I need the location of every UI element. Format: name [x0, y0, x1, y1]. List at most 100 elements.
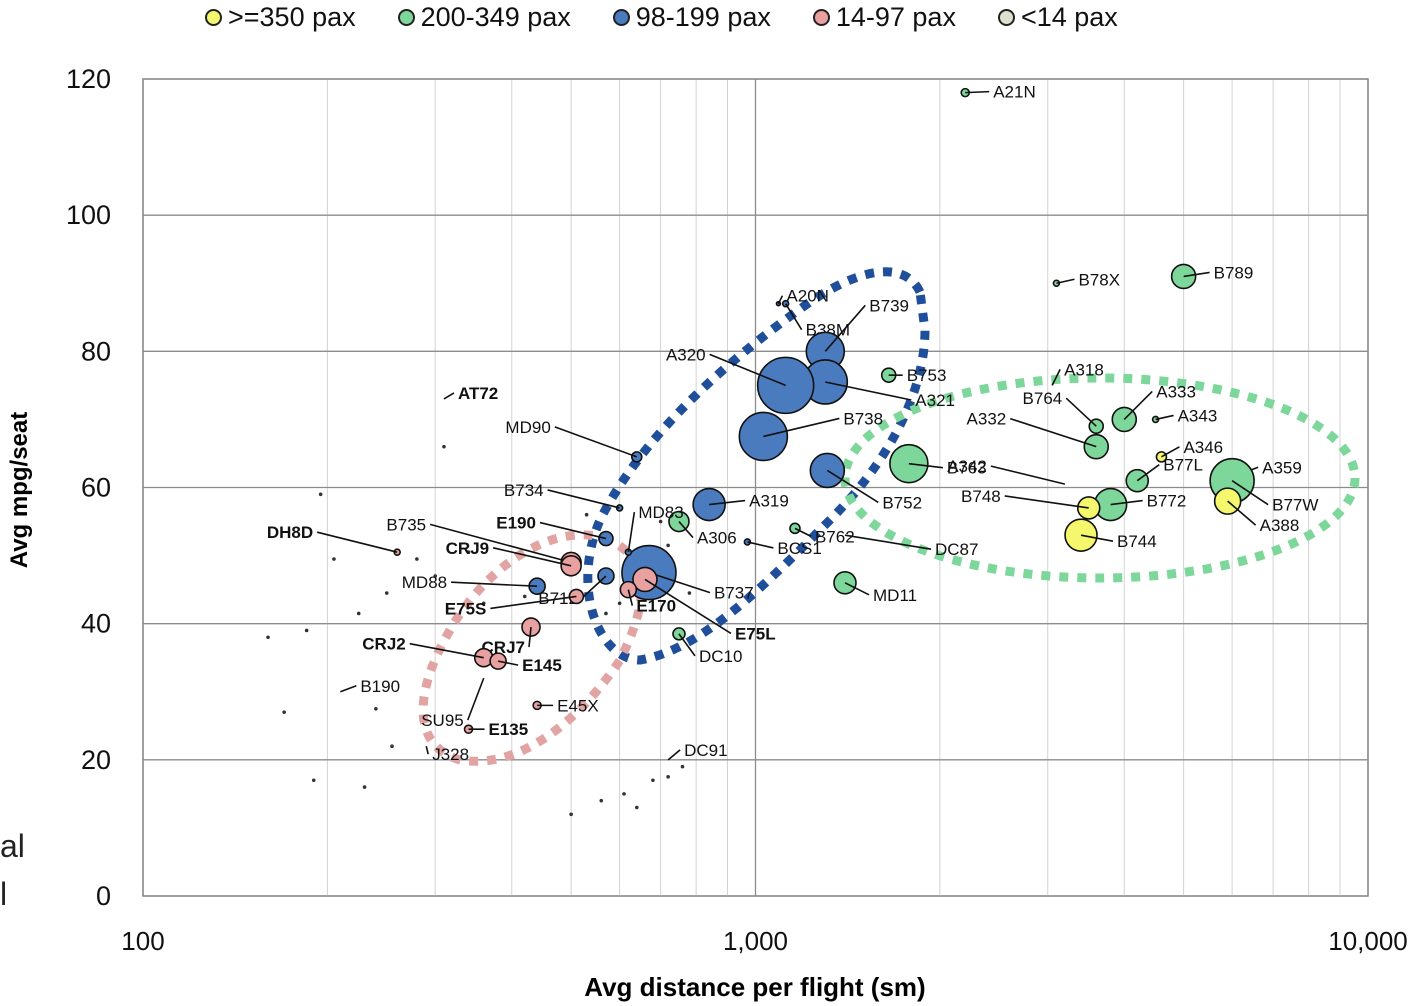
- data-label-a343: A343: [1178, 406, 1218, 425]
- leader-line-md11: [844, 582, 870, 596]
- envelope-14-97: [418, 530, 646, 766]
- envelope-98-199: [583, 267, 930, 665]
- data-label-b77l: B77L: [1163, 456, 1203, 475]
- leader-line-e170: [627, 589, 634, 606]
- legend-item-200-349: 200-349 pax: [397, 2, 571, 33]
- small-data-point: [666, 775, 670, 779]
- data-label-crj7: CRJ7: [482, 638, 525, 657]
- x-tick-label: 10,000: [1328, 926, 1408, 956]
- leader-line-b77l: [1136, 464, 1160, 482]
- leader-line-b762: [794, 527, 812, 538]
- leader-line-j328: [425, 746, 429, 755]
- leader-line-crj2: [409, 642, 484, 659]
- x-tick-label: 1,000: [723, 926, 788, 956]
- leader-line-e75l: [644, 578, 732, 635]
- leader-line-crj7: [528, 626, 532, 648]
- small-data-point: [687, 591, 692, 595]
- data-label-md90: MD90: [505, 418, 550, 437]
- leader-line-b748: [1004, 495, 1089, 509]
- data-label-a359: A359: [1262, 458, 1302, 477]
- small-data-point: [304, 628, 309, 633]
- small-data-point: [666, 543, 670, 548]
- leader-line-b712: [581, 575, 607, 599]
- data-label-b764: B764: [1023, 389, 1063, 408]
- data-label-a332: A332: [967, 410, 1007, 429]
- leader-line-md90: [554, 426, 638, 458]
- leader-line-b752: [826, 469, 879, 504]
- small-data-point: [332, 557, 336, 561]
- leader-line-a20n: [777, 295, 784, 305]
- data-label-b738: B738: [843, 409, 883, 428]
- x-tick-label: 100: [121, 926, 164, 956]
- data-label-su95: SU95: [421, 711, 464, 730]
- leader-line-b735: [429, 523, 572, 564]
- y-tick-label: 0: [96, 881, 111, 911]
- leader-line-crj9: [492, 547, 572, 567]
- data-label-b752: B752: [882, 493, 922, 512]
- legend-label-200-349: 200-349 pax: [420, 2, 571, 32]
- data-label-e135: E135: [489, 720, 529, 739]
- data-label-b190: B190: [360, 677, 400, 696]
- data-point-a319: [692, 487, 726, 522]
- small-data-point: [390, 744, 394, 749]
- legend-swatch-under-14: [997, 9, 1015, 26]
- data-label-a346: A346: [1183, 438, 1223, 457]
- small-data-point: [634, 805, 639, 810]
- legend-label-14-97: 14-97 pax: [835, 2, 956, 32]
- small-data-point: [522, 594, 527, 599]
- legend-item-98-199: 98-199 pax: [612, 2, 771, 33]
- leader-line-dc87: [844, 534, 932, 550]
- data-label-b78x: B78X: [1078, 270, 1120, 289]
- small-data-point: [266, 635, 270, 640]
- leader-line-b764: [1065, 397, 1097, 427]
- legend-swatch-200-349: [397, 9, 415, 26]
- data-label-b753: B753: [907, 366, 947, 385]
- small-data-point: [617, 601, 622, 606]
- leader-line-a342: [990, 465, 1066, 485]
- leader-line-b190: [340, 685, 357, 693]
- data-label-e170: E170: [636, 597, 676, 616]
- small-data-point: [466, 550, 471, 554]
- leader-line-b38m: [784, 303, 803, 331]
- leader-line-su95: [466, 677, 485, 721]
- small-data-point: [362, 785, 367, 789]
- data-label-e45x: E45X: [557, 696, 599, 715]
- small-data-point: [622, 792, 626, 796]
- data-label-dc10: DC10: [699, 647, 742, 666]
- legend-item-350-plus: >=350 pax: [205, 2, 356, 33]
- leader-line-b734: [547, 489, 620, 509]
- y-tick-label: 20: [81, 745, 111, 775]
- small-data-point: [658, 519, 663, 524]
- leader-line-b739: [824, 304, 866, 352]
- leader-line-b738: [763, 417, 840, 438]
- small-data-point: [415, 557, 419, 561]
- leader-line-a320: [709, 353, 786, 387]
- data-label-b789: B789: [1214, 263, 1254, 282]
- data-label-md83: MD83: [638, 503, 683, 522]
- small-data-point: [374, 706, 378, 711]
- data-label-dc87: DC87: [935, 540, 978, 559]
- legend-item-under-14: <14 pax: [997, 2, 1118, 33]
- leader-line-b77w: [1231, 480, 1269, 506]
- data-label-a318: A318: [1064, 360, 1104, 379]
- data-label-b744: B744: [1117, 532, 1157, 551]
- small-data-point: [356, 611, 361, 616]
- data-label-dc91: DC91: [684, 741, 727, 760]
- y-axis-title: Avg mpg/seat: [6, 411, 33, 569]
- data-label-e75s: E75S: [445, 599, 487, 618]
- leader-line-bcs1: [747, 541, 774, 549]
- leader-line-e190: [539, 521, 607, 540]
- y-tick-label: 40: [81, 609, 111, 639]
- data-label-a320: A320: [666, 345, 706, 364]
- leader-line-a343: [1155, 414, 1174, 421]
- leader-line-b737: [648, 571, 711, 594]
- data-label-a306: A306: [697, 529, 737, 548]
- leader-line-b772: [1110, 499, 1143, 506]
- data-label-crj9: CRJ9: [446, 539, 489, 558]
- leader-line-a321: [825, 381, 912, 401]
- leader-line-b78x: [1056, 278, 1075, 285]
- leader-line-dc91: [667, 749, 681, 761]
- leader-line-e145: [497, 660, 519, 666]
- data-label-e75l: E75L: [735, 624, 776, 643]
- leader-line-b789: [1183, 271, 1210, 278]
